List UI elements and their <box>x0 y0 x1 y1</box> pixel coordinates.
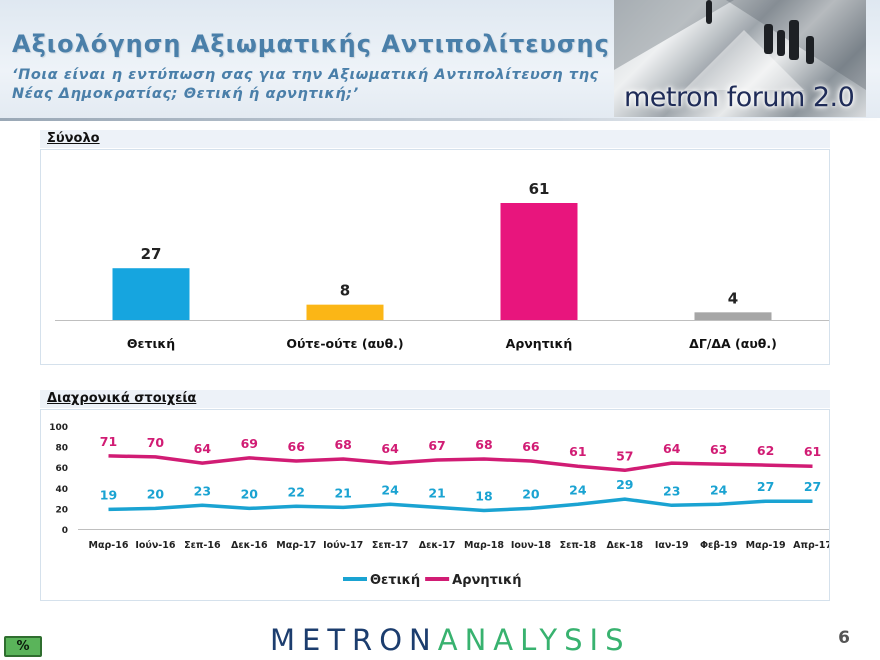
x-tick-label: Φεβ-19 <box>700 540 737 551</box>
data-label: 20 <box>147 486 165 501</box>
data-label: 57 <box>616 448 633 463</box>
header-banner: Αξιολόγηση Αξιωματικής Αντιπολίτευσης ‘Π… <box>0 0 880 121</box>
data-label: 21 <box>428 485 445 500</box>
data-label: 64 <box>663 441 681 456</box>
trend-chart-panel: 0 20 40 60 80 100 Μαρ-16 Ιούν-16 Σεπ-16 Δεκ-16 Μαρ… <box>40 409 832 601</box>
data-label: 24 <box>381 482 399 497</box>
y-tick-label: 80 <box>55 444 68 454</box>
bar-category-label: Θετική <box>127 336 175 351</box>
data-label: 62 <box>757 443 774 458</box>
data-label: 63 <box>710 442 727 457</box>
x-tick-label: Μαρ-17 <box>276 540 316 551</box>
percent-badge: % <box>4 636 42 657</box>
trend-line-chart: 0 20 40 60 80 100 Μαρ-16 Ιούν-16 Σεπ-16 Δεκ-16 Μαρ… <box>49 423 832 588</box>
y-tick-label: 100 <box>49 423 68 433</box>
metron-analysis-logo: METRONANALYSIS <box>270 620 624 660</box>
metron-forum-logo: metron forum 2.0 <box>624 82 855 113</box>
bar-category-label: Αρνητική <box>506 336 573 351</box>
data-label: 68 <box>475 437 492 452</box>
x-tick-label: Δεκ-17 <box>419 540 456 551</box>
data-label: 61 <box>804 444 821 459</box>
bar-category-label: ΔΓ/ΔΑ (αυθ.) <box>689 336 777 351</box>
data-label: 20 <box>241 486 259 501</box>
data-label: 70 <box>147 435 165 450</box>
data-label: 68 <box>334 437 351 452</box>
data-label: 27 <box>757 479 774 494</box>
page-number: 6 <box>838 628 850 648</box>
x-tick-label: Ιούν-17 <box>323 540 363 551</box>
x-tick-label: Απρ-17 <box>793 540 829 551</box>
data-label: 23 <box>663 483 680 498</box>
total-section-label: Σύνολο <box>47 131 100 146</box>
logo-metron-text: METRON <box>270 623 438 657</box>
y-tick-label: 60 <box>55 464 68 474</box>
data-label: 66 <box>522 439 540 454</box>
data-label: 27 <box>804 479 821 494</box>
data-label: 23 <box>194 483 211 498</box>
page-subtitle: ‘Ποια είναι η εντύπωση σας για την Αξιωμ… <box>12 67 599 102</box>
series-line-negative <box>108 454 813 473</box>
data-label: 64 <box>194 441 212 456</box>
data-label: 20 <box>522 486 540 501</box>
data-label: 19 <box>100 487 117 502</box>
legend-label: Θετική <box>370 573 420 588</box>
bar-3 <box>500 203 578 320</box>
x-tick-label: Ιουν-18 <box>511 540 552 551</box>
data-label: 24 <box>710 482 728 497</box>
data-label: 67 <box>428 438 445 453</box>
data-label: 69 <box>241 436 258 451</box>
trend-section-label: Διαχρονικά στοιχεία <box>47 391 197 406</box>
data-label: 66 <box>288 439 306 454</box>
x-tick-label: Ιούν-16 <box>135 540 176 551</box>
x-tick-label: Δεκ-18 <box>607 540 644 551</box>
bar-value-label: 8 <box>340 282 350 300</box>
bar-value-label: 4 <box>728 289 738 307</box>
bar-category-label: Ούτε-ούτε (αυθ.) <box>286 336 403 351</box>
bar-1 <box>112 268 190 320</box>
legend-label: Αρνητική <box>452 573 521 588</box>
data-label: 71 <box>100 434 117 449</box>
trend-section-header: Διαχρονικά στοιχεία <box>40 390 830 408</box>
series-line-positive <box>108 497 813 513</box>
y-tick-label: 20 <box>55 505 68 515</box>
data-label: 64 <box>381 441 399 456</box>
total-section-header: Σύνολο <box>40 130 830 148</box>
header-photo: metron forum 2.0 <box>614 0 866 117</box>
data-label: 22 <box>288 484 305 499</box>
y-tick-label: 40 <box>55 485 68 495</box>
x-tick-label: Ιαν-19 <box>655 540 689 551</box>
x-tick-label: Μαρ-19 <box>746 540 786 551</box>
bar-value-label: 27 <box>141 245 162 263</box>
y-tick-label: 0 <box>62 526 68 536</box>
page-title: Αξιολόγηση Αξιωματικής Αντιπολίτευσης <box>12 30 610 58</box>
data-label: 61 <box>569 444 586 459</box>
x-tick-label: Δεκ-16 <box>231 540 268 551</box>
data-label: 21 <box>334 485 351 500</box>
bar-4 <box>694 312 772 320</box>
bar-value-label: 61 <box>529 180 550 198</box>
x-tick-label: Μαρ-16 <box>88 540 128 551</box>
data-label: 24 <box>569 482 587 497</box>
x-tick-label: Σεπ-18 <box>560 540 597 551</box>
x-tick-label: Σεπ-17 <box>372 540 408 551</box>
logo-analysis-text: ANALYSIS <box>437 623 631 657</box>
data-label: 29 <box>616 477 633 492</box>
total-chart-panel: 27 Θετική 8 Ούτε-ούτε (αυθ.) 61 Αρνητική 4 ΔΓ/Δ… <box>40 149 830 365</box>
total-bar-chart: 27 Θετική 8 Ούτε-ούτε (αυθ.) 61 Αρνητική 4 ΔΓ/Δ… <box>55 180 829 351</box>
x-tick-label: Σεπ-16 <box>184 540 221 551</box>
x-tick-label: Μαρ-18 <box>464 540 504 551</box>
data-label: 18 <box>475 488 492 503</box>
bar-2 <box>306 304 384 320</box>
